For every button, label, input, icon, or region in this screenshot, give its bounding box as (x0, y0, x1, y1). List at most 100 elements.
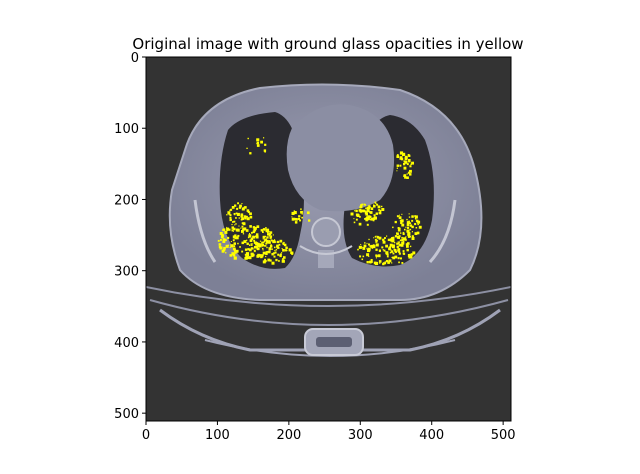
ggo-speckle (407, 171, 410, 174)
ggo-speckle (375, 254, 378, 257)
ggo-speckle (232, 227, 236, 231)
ggo-speckle (390, 249, 392, 251)
ggo-speckle (237, 242, 239, 245)
ggo-speckle (411, 235, 414, 238)
ggo-speckle (406, 218, 408, 221)
ggo-speckle (300, 208, 302, 210)
ggo-speckle (409, 236, 411, 238)
ggo-speckle (249, 216, 253, 219)
ggo-speckle (370, 259, 373, 262)
ggo-speckle (261, 241, 264, 244)
ggo-speckle (415, 227, 418, 229)
ggo-speckle (396, 242, 399, 245)
ggo-speckle (396, 164, 399, 167)
ggo-speckle (280, 253, 282, 256)
ggo-speckle (398, 235, 401, 238)
ggo-speckle (233, 256, 237, 260)
ggo-speckle (266, 236, 269, 239)
ggo-speckle (232, 230, 234, 232)
ggo-speckle (259, 254, 262, 257)
ggo-speckle (268, 247, 272, 250)
ggo-speckle (365, 218, 368, 222)
y-tick-label: 400 (114, 336, 139, 351)
ggo-speckle (282, 249, 285, 252)
ggo-speckle (291, 211, 295, 215)
ggo-speckle (366, 253, 370, 257)
ggo-speckle (251, 243, 253, 245)
ggo-speckle (271, 248, 273, 250)
ggo-speckle (384, 237, 386, 239)
ggo-speckle (241, 230, 244, 233)
ggo-speckle (264, 260, 267, 263)
ggo-speckle (262, 238, 264, 240)
ggo-speckle (282, 242, 284, 244)
ggo-speckle (368, 238, 370, 241)
ggo-speckle (392, 245, 395, 248)
ggo-speckle (294, 217, 297, 220)
ggo-speckle (264, 245, 267, 247)
ggo-speckle (364, 218, 366, 220)
ggo-speckle (409, 228, 412, 231)
ggo-speckle (417, 223, 419, 226)
left-lung-region (219, 112, 304, 269)
ggo-speckle (294, 221, 298, 224)
ggo-speckle (385, 251, 389, 255)
ggo-speckle (356, 214, 360, 217)
ggo-speckle (382, 240, 386, 244)
ggo-speckle (268, 241, 271, 244)
ggo-speckle (417, 220, 421, 224)
ggo-speckle (256, 225, 260, 228)
ggo-speckle (350, 212, 354, 216)
y-tick-label: 200 (114, 193, 139, 208)
ggo-speckle (404, 155, 408, 159)
ggo-speckle (249, 239, 253, 242)
ggo-speckle (402, 252, 406, 255)
ggo-speckle (377, 254, 381, 258)
ggo-speckle (262, 241, 265, 244)
y-tick-label: 100 (114, 122, 139, 137)
ggo-speckle (260, 255, 263, 259)
ggo-speckle (247, 254, 250, 257)
ggo-speckle (219, 232, 223, 235)
ggo-speckle (222, 238, 225, 241)
ggo-speckle (306, 211, 310, 215)
ggo-speckle (260, 229, 263, 232)
ggo-speckle (363, 244, 367, 248)
ggo-speckle (234, 224, 236, 226)
ggo-speckle (376, 203, 379, 206)
ggo-speckle (254, 245, 258, 248)
ggo-speckle (234, 204, 237, 207)
ggo-speckle (277, 253, 280, 256)
ggo-speckle (237, 236, 239, 238)
ggo-speckle (227, 236, 230, 239)
x-tick-label: 300 (348, 428, 373, 443)
ggo-speckle (375, 243, 379, 247)
ggo-speckle (408, 220, 410, 223)
y-tick-label: 300 (114, 265, 139, 280)
ggo-speckle (240, 213, 243, 216)
ggo-speckle (266, 239, 269, 243)
ggo-speckle (264, 235, 266, 238)
ggo-speckle (406, 229, 410, 233)
ggo-speckle (364, 242, 366, 244)
ggo-speckle (263, 149, 267, 152)
ggo-speckle (402, 237, 406, 241)
ggo-speckle (386, 255, 389, 258)
ggo-speckle (378, 260, 382, 263)
ggo-speckle (369, 211, 373, 214)
ggo-speckle (274, 241, 277, 243)
ggo-speckle (234, 251, 237, 254)
ggo-speckle (401, 241, 405, 245)
ggo-speckle (293, 210, 295, 212)
ggo-speckle (239, 204, 242, 208)
ggo-speckle (243, 215, 246, 218)
ggo-speckle (262, 228, 266, 231)
ggo-speckle (407, 254, 412, 258)
ggo-speckle (273, 255, 276, 258)
ggo-speckle (247, 248, 250, 251)
ggo-speckle (381, 208, 385, 211)
ggo-speckle (235, 217, 237, 219)
ggo-speckle (378, 250, 381, 252)
ggo-speckle (281, 259, 285, 263)
ggo-speckle (261, 243, 265, 247)
